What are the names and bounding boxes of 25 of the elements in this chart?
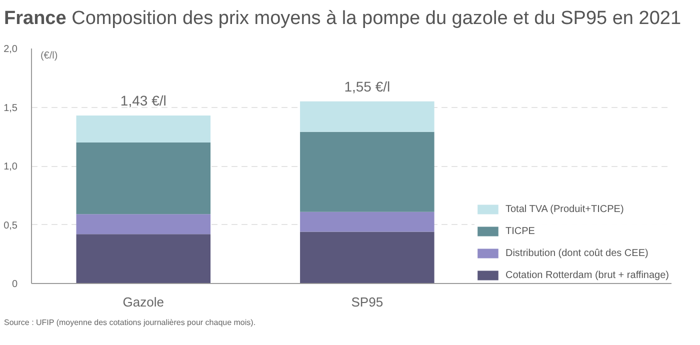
- legend-label: Total TVA (Produit+TICPE): [505, 204, 624, 214]
- x-tick-label: Gazole: [122, 294, 164, 310]
- bar: [76, 142, 211, 214]
- y-tick-label: 0: [12, 279, 18, 290]
- source-note: Source : UFIP (moyenne des cotations journalières pour chaque mois).: [4, 317, 256, 328]
- bar: [300, 232, 434, 284]
- bar: [76, 214, 211, 234]
- legend-label: Distribution (dont coût des CEE): [505, 248, 648, 258]
- bar: [300, 132, 434, 212]
- legend-label: Cotation Rotterdam (brut + raffinage): [505, 270, 669, 280]
- y-tick-label: 1,5: [4, 102, 18, 114]
- total-label: 1,43 €/l: [120, 92, 166, 108]
- bar: [76, 115, 211, 142]
- y-tick-label: 0,5: [4, 220, 18, 232]
- chart-title: France: [4, 8, 66, 29]
- x-tick-label: SP95: [351, 294, 384, 310]
- bar: [76, 234, 211, 284]
- y-tick-label: 2,0: [4, 44, 18, 55]
- y-tick-label: 1,0: [4, 162, 18, 172]
- bar: [300, 101, 434, 132]
- bar: [300, 212, 434, 232]
- chart-subtitle: Composition des prix moyens à la pompe du gazole et du SP95 en 2021: [72, 8, 682, 29]
- total-label: 1,55 €/l: [344, 78, 390, 94]
- legend-label: TICPE: [505, 226, 535, 236]
- y-axis-title: (€/l): [40, 50, 58, 62]
